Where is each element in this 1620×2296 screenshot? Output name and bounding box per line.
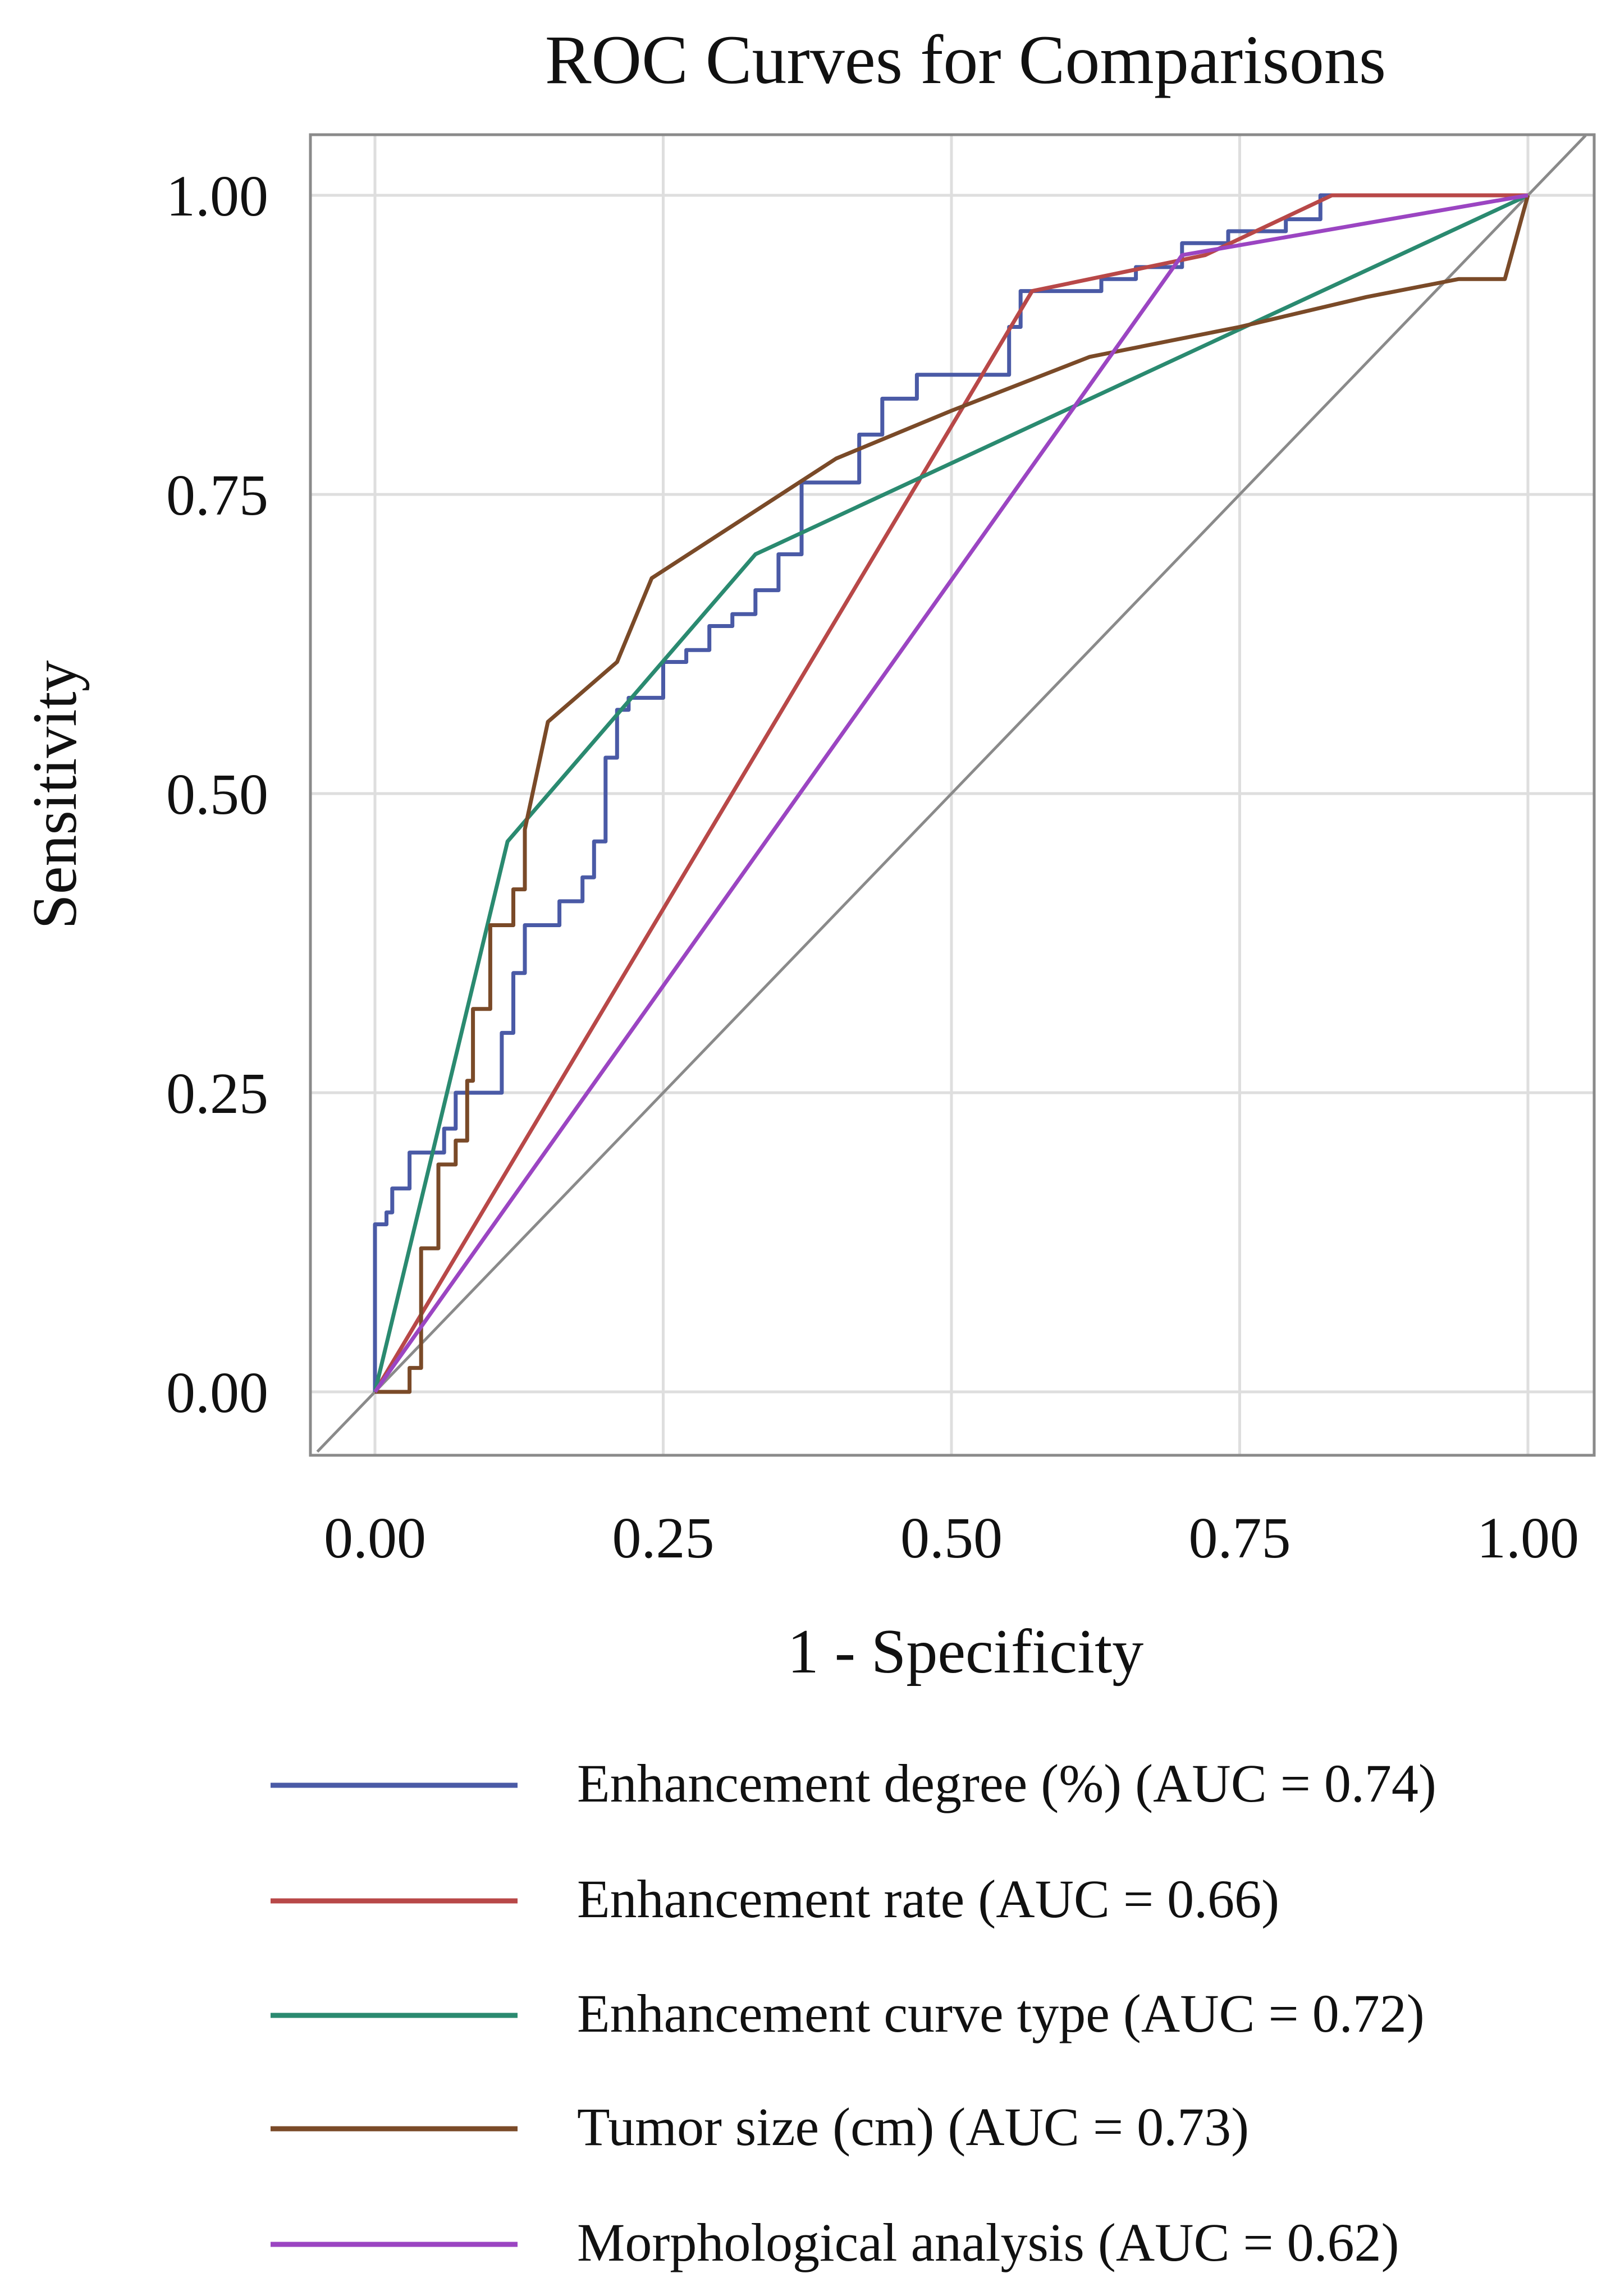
legend-label-1: Enhancement degree (%) (AUC = 0.74)	[577, 1753, 1436, 1813]
x-axis-label: 1 - Specificity	[788, 1617, 1143, 1687]
y-tick-label-4: 1.00	[166, 164, 268, 228]
legend-label-3: Enhancement curve type (AUC = 0.72)	[577, 1983, 1425, 2043]
y-tick-label-3: 0.75	[166, 463, 268, 528]
x-tick-label-1: 0.25	[612, 1506, 715, 1570]
tick-labels: 0.00 0.25 0.50 0.75 1.00 0.00 0.25 0.50 0.75 1.00	[166, 164, 1579, 1570]
legend: Enhancement degree (%) (AUC = 0.74) Enhan…	[271, 1753, 1436, 2272]
reference-diagonal-line	[316, 134, 1587, 1453]
series-group	[316, 134, 1587, 1453]
plot-frame	[309, 133, 1596, 1457]
legend-label-5: Morphological analysis (AUC = 0.62)	[577, 2212, 1399, 2272]
x-tick-label-0: 0.00	[324, 1506, 426, 1570]
legend-label-2: Enhancement rate (AUC = 0.66)	[577, 1869, 1279, 1929]
series-line-3	[373, 193, 1529, 1392]
series-line-1	[373, 193, 1528, 1392]
y-tick-label-0: 0.00	[166, 1360, 268, 1425]
y-tick-label-1: 0.25	[166, 1061, 268, 1126]
series-line-5	[373, 193, 1529, 1394]
series-line-4	[375, 195, 1530, 1394]
legend-label-4: Tumor size (cm) (AUC = 0.73)	[577, 2097, 1249, 2157]
chart-title: ROC Curves for Comparisons	[545, 21, 1386, 98]
x-tick-label-3: 0.75	[1189, 1506, 1291, 1570]
series-line-2	[373, 193, 1528, 1393]
x-tick-label-4: 1.00	[1477, 1506, 1579, 1570]
x-tick-label-2: 0.50	[900, 1506, 1003, 1570]
y-tick-label-2: 0.50	[166, 762, 268, 827]
y-axis-label: Sensitivity	[20, 660, 90, 929]
